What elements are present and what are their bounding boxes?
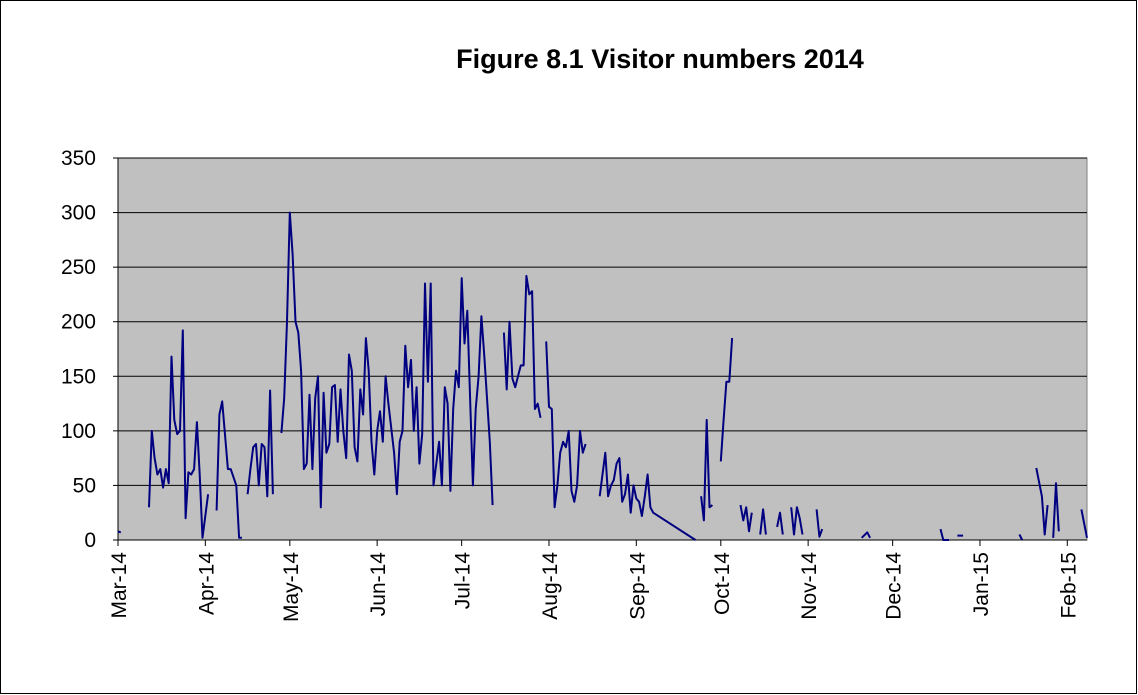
y-tick-label: 200 [61, 311, 96, 334]
x-tick-label: Nov-14 [798, 552, 821, 620]
y-tick-label: 0 [84, 529, 96, 552]
x-tick-label: Oct-14 [711, 552, 734, 615]
chart-title: Figure 8.1 Visitor numbers 2014 [456, 44, 864, 74]
y-tick-label: 50 [73, 474, 96, 497]
x-tick-label: Feb-15 [1057, 552, 1080, 619]
y-tick-label: 250 [61, 256, 96, 279]
y-tick-label: 100 [61, 420, 96, 443]
y-tick-label: 150 [61, 365, 96, 388]
y-tick-label: 300 [61, 202, 96, 225]
x-tick-label: May-14 [280, 552, 303, 622]
x-tick-label: Apr-14 [195, 552, 218, 615]
data-line [117, 211, 1088, 541]
x-tick-label: Aug-14 [539, 552, 562, 620]
x-tick-label: Jul-14 [452, 552, 475, 610]
plot-area [117, 157, 1088, 541]
y-tick-label: 350 [61, 147, 96, 170]
x-tick-label: Mar-14 [108, 552, 131, 619]
x-tick-label: Jun-14 [367, 552, 390, 617]
x-tick-label: Jan-15 [970, 552, 993, 616]
x-tick-label: Sep-14 [626, 552, 649, 620]
x-tick-label: Dec-14 [883, 552, 906, 620]
